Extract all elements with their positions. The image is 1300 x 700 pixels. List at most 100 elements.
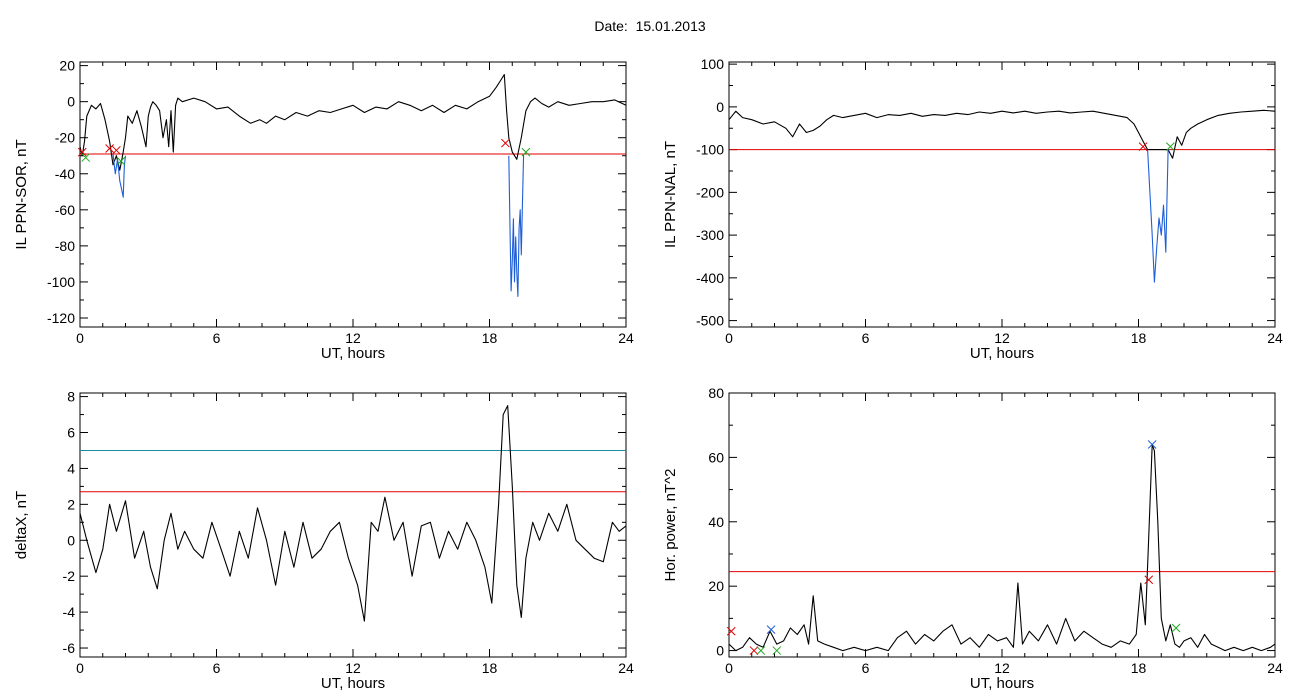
y-tick-label: 0 [716, 643, 724, 659]
cross-marker-stroke [1138, 142, 1148, 151]
cross-marker-stroke [1171, 623, 1181, 633]
x-tick-label: 6 [213, 330, 221, 346]
highlight-series-line [1147, 149, 1169, 283]
x-tick-label: 24 [618, 660, 634, 676]
x-tick-label: 12 [994, 660, 1010, 676]
x-tick-label: 24 [618, 330, 634, 346]
x-tick-label: 18 [482, 660, 498, 676]
y-tick-label: -300 [696, 227, 724, 243]
x-tick-label: 12 [994, 330, 1010, 346]
y-tick-label: -60 [55, 202, 75, 218]
cross-marker [116, 156, 126, 166]
x-tick-label: 18 [482, 330, 498, 346]
x-tick-label: 0 [76, 660, 84, 676]
cross-marker [749, 646, 759, 655]
y-axis-label: deltaX, nT [13, 491, 30, 559]
cross-marker [112, 145, 121, 155]
cross-marker-stroke [756, 646, 766, 655]
y-tick-label: -80 [55, 238, 75, 254]
x-axis-label: UT, hours [321, 345, 385, 362]
cross-marker [1171, 623, 1181, 633]
cross-marker-stroke [112, 145, 121, 155]
x-axis-label: UT, hours [321, 675, 385, 692]
y-tick-label: -400 [696, 270, 724, 286]
x-tick-label: 0 [76, 330, 84, 346]
y-tick-label: 8 [67, 389, 75, 405]
figure-title: Date: 15.01.2013 [594, 18, 706, 34]
y-tick-label: -40 [55, 166, 75, 182]
data-series-line [728, 109, 1276, 159]
y-tick-label: 0 [67, 94, 75, 110]
cross-marker [726, 626, 736, 636]
highlight-series-line [508, 153, 525, 297]
y-tick-label: -20 [55, 130, 75, 146]
x-tick-label: 18 [1131, 330, 1147, 346]
x-tick-label: 6 [862, 660, 870, 676]
y-tick-label: 80 [708, 385, 724, 401]
cross-marker [77, 147, 87, 157]
highlight-series-line [112, 153, 127, 198]
x-tick-label: 24 [1267, 660, 1283, 676]
cross-marker [1138, 142, 1148, 151]
y-tick-label: 20 [708, 578, 724, 594]
data-series-line [728, 443, 1276, 652]
cross-marker-stroke [1165, 142, 1175, 151]
x-tick-label: 18 [1131, 660, 1147, 676]
y-tick-label: -2 [63, 568, 76, 584]
y-tick-label: -500 [696, 313, 724, 329]
cross-marker [766, 625, 776, 634]
y-axis-label: IL PPN-NAL, nT [662, 141, 679, 248]
cross-marker-stroke [77, 147, 87, 157]
plot-frame [728, 61, 1276, 328]
cross-marker-stroke [116, 156, 126, 166]
x-tick-label: 0 [725, 330, 733, 346]
cross-marker-stroke [501, 138, 510, 148]
cross-marker [501, 138, 510, 148]
y-tick-label: 2 [67, 496, 75, 512]
cross-marker [772, 646, 782, 655]
y-tick-label: -100 [47, 274, 75, 290]
y-tick-label: 40 [708, 514, 724, 530]
y-tick-label: -100 [696, 142, 724, 158]
chart-panel-il-ppn-sor: 0 6 12 18 24 -120 -100 -80 -60 -40 -20 0 20 UT, hours… [13, 58, 634, 362]
cross-marker [521, 147, 531, 157]
cross-marker-stroke [766, 625, 776, 634]
y-tick-label: 100 [701, 56, 725, 72]
y-tick-label: 0 [716, 99, 724, 115]
x-tick-label: 12 [345, 660, 361, 676]
plot-frame [79, 392, 627, 658]
cross-marker-stroke [1144, 575, 1154, 585]
y-axis-label: IL PPN-SOR, nT [13, 139, 30, 249]
x-axis-label: UT, hours [970, 675, 1034, 692]
y-tick-label: 20 [59, 58, 75, 74]
y-tick-label: -200 [696, 184, 724, 200]
cross-marker [1165, 142, 1175, 151]
x-tick-label: 12 [345, 330, 361, 346]
data-series-line [79, 405, 627, 622]
cross-marker [105, 144, 114, 153]
cross-marker-stroke [521, 147, 531, 157]
cross-marker-stroke [726, 626, 736, 636]
cross-marker-stroke [105, 144, 114, 153]
cross-marker [1144, 575, 1154, 585]
chart-panel-hor-power: 0 6 12 18 24 0 20 40 60 80 UT, hours Hor. power, nT… [662, 385, 1283, 692]
y-axis-label: Hor. power, nT^2 [662, 469, 679, 582]
x-axis-label: UT, hours [970, 345, 1034, 362]
y-tick-label: 4 [67, 460, 75, 476]
cross-marker [756, 646, 766, 655]
y-tick-label: -4 [63, 604, 76, 620]
y-tick-label: -6 [63, 640, 76, 656]
plot-frame [79, 61, 627, 328]
y-tick-label: 60 [708, 449, 724, 465]
y-tick-label: -120 [47, 310, 75, 326]
cross-marker-stroke [749, 646, 759, 655]
x-tick-label: 0 [725, 660, 733, 676]
x-tick-label: 24 [1267, 330, 1283, 346]
data-series-line [79, 74, 627, 171]
x-tick-label: 6 [213, 660, 221, 676]
cross-marker-stroke [81, 153, 91, 162]
chart-panel-il-ppn-nal: 0 6 12 18 24 -500 -400 -300 -200 -100 0 100 UT, hour… [662, 56, 1283, 362]
cross-marker-stroke [1147, 440, 1157, 449]
